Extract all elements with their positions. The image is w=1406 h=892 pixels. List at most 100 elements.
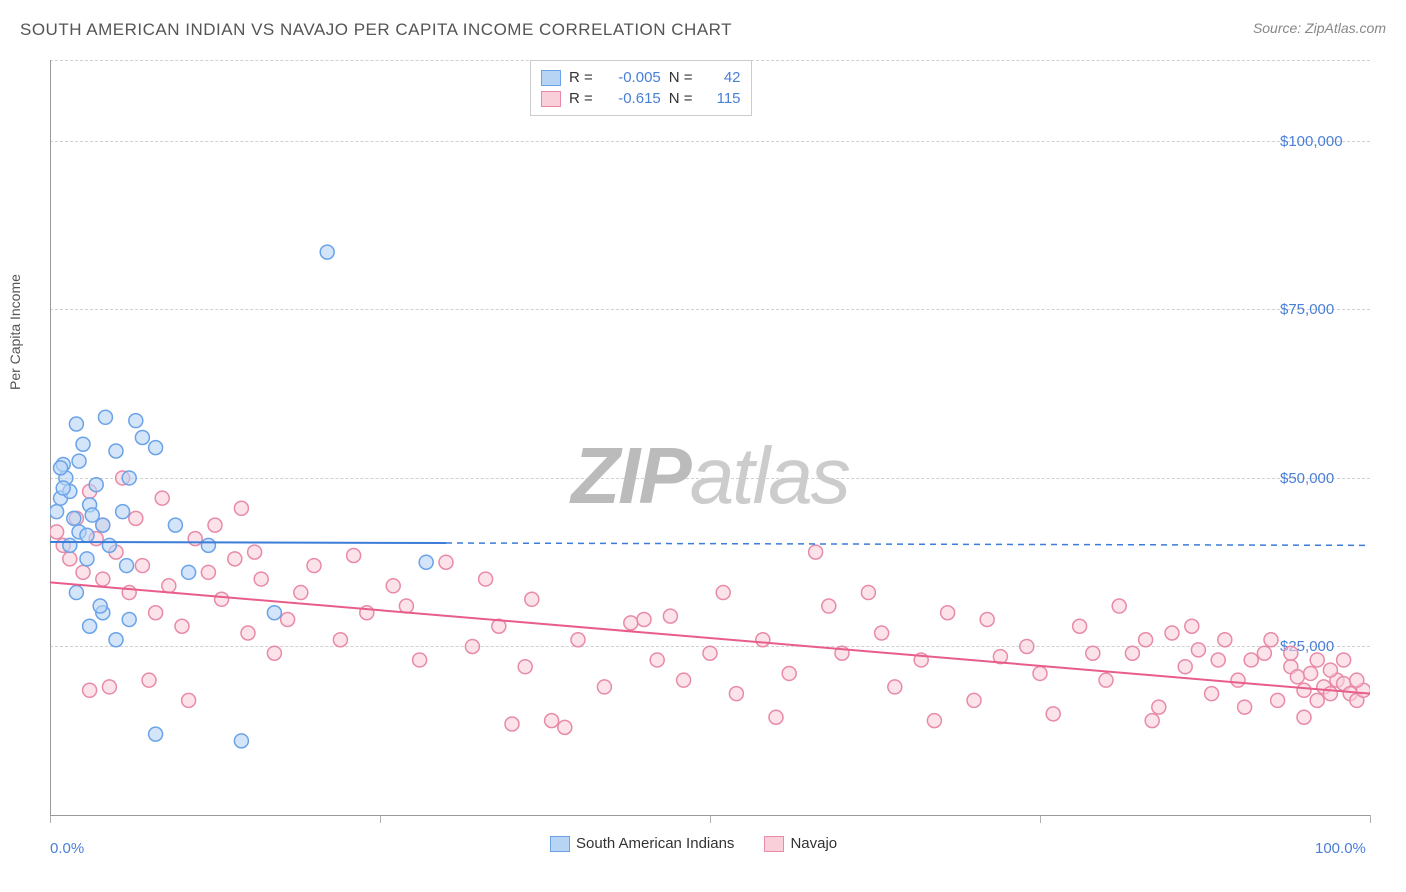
scatter-point-sai [69, 586, 83, 600]
scatter-point-sai [109, 444, 123, 458]
chart-title: SOUTH AMERICAN INDIAN VS NAVAJO PER CAPI… [20, 20, 732, 40]
scatter-point-navajo [63, 552, 77, 566]
scatter-point-navajo [188, 532, 202, 546]
scatter-point-sai [80, 528, 94, 542]
scatter-point-sai [67, 511, 81, 525]
x-tick [50, 815, 51, 823]
y-axis-label: Per Capita Income [7, 274, 23, 390]
scatter-point-sai [98, 410, 112, 424]
scatter-point-sai [149, 441, 163, 455]
stats-row-navajo: R = -0.615 N = 115 [541, 88, 741, 109]
scatter-point-navajo [941, 606, 955, 620]
r-label: R = [569, 90, 593, 107]
swatch-sai [541, 70, 561, 86]
scatter-point-sai [76, 437, 90, 451]
scatter-point-navajo [1152, 700, 1166, 714]
scatter-point-navajo [505, 717, 519, 731]
n-label: N = [669, 90, 693, 107]
scatter-point-navajo [149, 606, 163, 620]
scatter-point-sai [122, 613, 136, 627]
scatter-point-navajo [1218, 633, 1232, 647]
r-value-navajo: -0.615 [601, 90, 661, 107]
scatter-point-navajo [1304, 666, 1318, 680]
scatter-point-navajo [1178, 660, 1192, 674]
scatter-point-navajo [201, 565, 215, 579]
scatter-point-navajo [637, 613, 651, 627]
scatter-point-navajo [1165, 626, 1179, 640]
scatter-point-sai [116, 505, 130, 519]
scatter-point-navajo [248, 545, 262, 559]
scatter-point-navajo [1257, 646, 1271, 660]
scatter-point-sai [234, 734, 248, 748]
n-value-navajo: 115 [701, 90, 741, 107]
scatter-point-sai [267, 606, 281, 620]
bottom-legend: South American IndiansNavajo [550, 835, 837, 852]
scatter-point-sai [83, 619, 97, 633]
x-tick-label: 100.0% [1315, 840, 1366, 857]
stats-box: R = -0.005 N = 42 R = -0.615 N = 115 [530, 60, 752, 116]
scatter-point-sai [320, 245, 334, 259]
scatter-point-navajo [281, 613, 295, 627]
swatch-navajo [541, 91, 561, 107]
scatter-point-navajo [347, 548, 361, 562]
scatter-point-navajo [142, 673, 156, 687]
scatter-point-navajo [756, 633, 770, 647]
scatter-point-navajo [597, 680, 611, 694]
scatter-point-navajo [228, 552, 242, 566]
scatter-point-navajo [624, 616, 638, 630]
x-tick [380, 815, 381, 823]
legend-swatch [764, 836, 784, 852]
scatter-point-navajo [809, 545, 823, 559]
scatter-point-navajo [1297, 710, 1311, 724]
scatter-point-sai [54, 461, 68, 475]
scatter-point-navajo [1073, 619, 1087, 633]
scatter-point-navajo [1099, 673, 1113, 687]
scatter-point-sai [149, 727, 163, 741]
scatter-point-navajo [386, 579, 400, 593]
scatter-point-navajo [162, 579, 176, 593]
x-axis-line [50, 815, 1370, 816]
scatter-point-navajo [83, 683, 97, 697]
legend-swatch [550, 836, 570, 852]
scatter-point-sai [182, 565, 196, 579]
x-tick [1370, 815, 1371, 823]
scatter-point-sai [80, 552, 94, 566]
scatter-point-navajo [267, 646, 281, 660]
scatter-point-navajo [129, 511, 143, 525]
scatter-point-navajo [1290, 670, 1304, 684]
scatter-point-navajo [1185, 619, 1199, 633]
scatter-point-navajo [525, 592, 539, 606]
scatter-point-navajo [1145, 714, 1159, 728]
r-value-sai: -0.005 [601, 69, 661, 86]
scatter-point-navajo [294, 586, 308, 600]
scatter-point-navajo [650, 653, 664, 667]
scatter-point-navajo [1271, 693, 1285, 707]
scatter-point-navajo [677, 673, 691, 687]
scatter-point-navajo [1323, 687, 1337, 701]
legend-item: South American Indians [550, 835, 734, 852]
scatter-point-navajo [465, 639, 479, 653]
scatter-point-navajo [729, 687, 743, 701]
scatter-point-navajo [234, 501, 248, 515]
scatter-point-navajo [439, 555, 453, 569]
scatter-point-navajo [182, 693, 196, 707]
r-label: R = [569, 69, 593, 86]
scatter-point-navajo [1046, 707, 1060, 721]
scatter-point-navajo [1264, 633, 1278, 647]
scatter-point-navajo [1337, 653, 1351, 667]
x-tick [710, 815, 711, 823]
scatter-point-navajo [1323, 663, 1337, 677]
scatter-point-navajo [1310, 693, 1324, 707]
scatter-point-navajo [663, 609, 677, 623]
scatter-point-navajo [1125, 646, 1139, 660]
source-prefix: Source: [1253, 20, 1305, 36]
scatter-point-sai [120, 559, 134, 573]
scatter-point-navajo [333, 633, 347, 647]
scatter-point-navajo [1211, 653, 1225, 667]
scatter-point-navajo [96, 572, 110, 586]
scatter-point-navajo [1139, 633, 1153, 647]
scatter-point-sai [72, 454, 86, 468]
x-tick [1040, 815, 1041, 823]
scatter-point-sai [109, 633, 123, 647]
scatter-point-navajo [241, 626, 255, 640]
